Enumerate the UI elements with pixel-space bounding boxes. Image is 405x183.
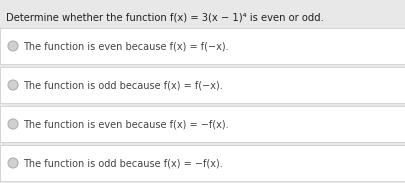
Circle shape [8,41,18,51]
Text: The function is odd because f(x) = −f(x).: The function is odd because f(x) = −f(x)… [23,158,223,169]
Text: The function is even because f(x) = f(−x).: The function is even because f(x) = f(−x… [23,42,229,51]
Bar [0,106,405,142]
Text: Determine whether the function f(x) = 3(x − 1)⁴ is even or odd.: Determine whether the function f(x) = 3(… [6,13,324,23]
Text: The function is even because f(x) = −f(x).: The function is even because f(x) = −f(x… [23,119,229,130]
Text: The function is odd because f(x) = f(−x).: The function is odd because f(x) = f(−x)… [23,81,223,91]
Circle shape [8,80,18,90]
Bar [0,145,405,181]
Bar [0,67,405,103]
Circle shape [8,119,18,129]
Bar [0,28,405,64]
Circle shape [8,158,18,168]
